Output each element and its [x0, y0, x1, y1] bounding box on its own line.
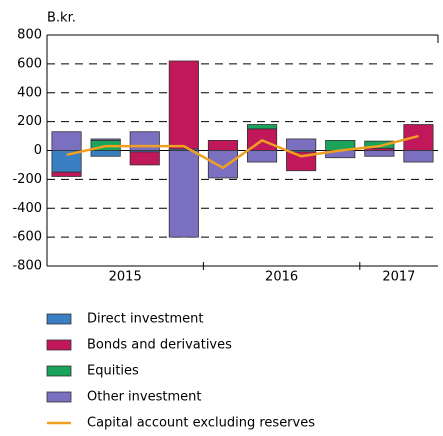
legend-label: Direct investment — [87, 312, 203, 327]
bar-segment — [90, 150, 121, 157]
bar-segment — [403, 150, 434, 163]
bar-segment — [207, 150, 239, 179]
bar-segment — [286, 151, 317, 172]
legend-swatch — [46, 339, 72, 351]
y-tick-label: 600 — [17, 56, 42, 71]
legend-swatch — [46, 391, 72, 403]
legend-label: Other investment — [87, 390, 201, 405]
y-tick-label: 200 — [17, 114, 42, 129]
y-tick-label: -400 — [12, 201, 42, 216]
x-group-label: 2016 — [265, 270, 298, 285]
y-tick-label: -800 — [12, 259, 42, 274]
y-tick-label: 800 — [17, 28, 42, 43]
legend-swatch — [46, 365, 72, 377]
bar-segment — [129, 131, 160, 151]
y-tick-label: -200 — [12, 172, 42, 187]
legend-swatch — [46, 313, 72, 325]
y-tick-label: -600 — [12, 230, 42, 245]
legend-label: Bonds and derivatives — [87, 338, 232, 353]
bar-segment — [168, 60, 199, 150]
bar-segment — [246, 124, 278, 130]
legend-label: Equities — [87, 364, 139, 379]
y-tick-label: 0 — [34, 143, 42, 158]
bar-segment — [51, 131, 82, 151]
bar-segment — [129, 151, 160, 166]
x-group-label: 2017 — [382, 270, 415, 285]
bar-segment — [364, 140, 395, 149]
bar-segment — [246, 150, 278, 163]
legend-label: Capital account excluding reserves — [87, 416, 315, 431]
bar-segment — [168, 150, 199, 238]
bar-segment — [90, 138, 121, 141]
y-tick-label: 400 — [17, 85, 42, 100]
bar-segment — [51, 171, 82, 177]
bar-segment — [364, 150, 395, 157]
bar-segment — [286, 138, 317, 151]
x-group-label: 2015 — [109, 270, 142, 285]
bar-segment — [207, 139, 239, 151]
y-unit-label: B.kr. — [47, 11, 76, 26]
line — [66, 134, 419, 170]
